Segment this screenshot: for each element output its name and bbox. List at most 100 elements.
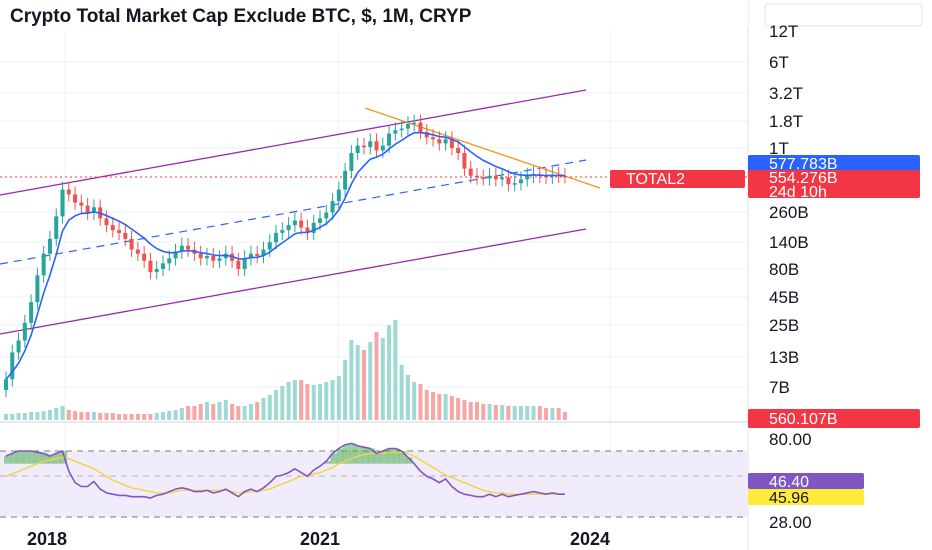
candle[interactable] — [286, 225, 291, 231]
candle[interactable] — [135, 249, 140, 254]
candle[interactable] — [198, 253, 203, 259]
candle[interactable] — [66, 189, 71, 195]
candle[interactable] — [230, 253, 235, 261]
candle[interactable] — [330, 201, 335, 213]
candle[interactable] — [4, 379, 8, 390]
candle[interactable] — [242, 258, 247, 269]
candle[interactable] — [123, 232, 128, 239]
candle[interactable] — [318, 218, 322, 223]
candle[interactable] — [110, 225, 115, 231]
candle[interactable] — [16, 340, 21, 353]
candle[interactable] — [305, 227, 310, 233]
candle[interactable] — [148, 260, 153, 273]
candle[interactable] — [562, 175, 567, 178]
price-axis[interactable]: 12T 6T 3.2T 1.8T 1T 260B 140B 80B 45B 25… — [769, 22, 809, 397]
volume-bar — [66, 410, 71, 420]
volume-bar — [418, 384, 423, 420]
candle[interactable] — [35, 275, 40, 303]
candle[interactable] — [299, 220, 304, 228]
candle[interactable] — [443, 139, 448, 144]
candle[interactable] — [418, 122, 423, 132]
candle[interactable] — [481, 177, 486, 180]
candle[interactable] — [54, 216, 59, 239]
candle[interactable] — [493, 175, 498, 180]
candle[interactable] — [343, 170, 348, 190]
volume-bar — [261, 398, 266, 420]
candle[interactable] — [449, 139, 454, 148]
candle[interactable] — [154, 269, 159, 273]
candle[interactable] — [349, 153, 354, 171]
candle[interactable] — [10, 352, 15, 380]
candle[interactable] — [405, 124, 410, 129]
candle[interactable] — [248, 253, 253, 259]
channel-lower-line[interactable] — [0, 228, 587, 335]
candle[interactable] — [387, 133, 392, 146]
candle[interactable] — [336, 189, 341, 202]
candle[interactable] — [292, 220, 297, 226]
candle[interactable] — [161, 263, 165, 269]
candle[interactable] — [236, 260, 241, 269]
candle[interactable] — [173, 251, 178, 259]
candle[interactable] — [393, 130, 398, 134]
candle[interactable] — [431, 137, 436, 140]
candle[interactable] — [85, 205, 90, 213]
candle[interactable] — [117, 230, 122, 233]
candle[interactable] — [79, 202, 84, 206]
candle[interactable] — [525, 175, 530, 180]
candle[interactable] — [324, 212, 329, 219]
volume-bar — [148, 414, 153, 420]
candle[interactable] — [104, 218, 109, 226]
channel-upper-line[interactable] — [0, 89, 587, 196]
candle[interactable] — [129, 238, 134, 250]
candle[interactable] — [368, 141, 373, 148]
candle[interactable] — [41, 253, 46, 276]
candle[interactable] — [468, 168, 473, 176]
candle[interactable] — [500, 177, 505, 180]
candle[interactable] — [211, 255, 216, 261]
candle[interactable] — [261, 249, 266, 256]
axis-settings-button[interactable] — [764, 3, 923, 27]
candle[interactable] — [217, 258, 222, 261]
candle[interactable] — [29, 302, 34, 323]
candle[interactable] — [399, 128, 404, 131]
candle[interactable] — [361, 145, 366, 148]
candle[interactable] — [280, 230, 285, 233]
volume-bar — [186, 406, 191, 420]
candle[interactable] — [73, 194, 78, 203]
candle[interactable] — [179, 245, 184, 252]
candle[interactable] — [311, 222, 316, 233]
candle[interactable] — [204, 255, 209, 259]
volume-bar — [280, 386, 285, 420]
candle[interactable] — [142, 253, 147, 261]
candle[interactable] — [462, 153, 467, 169]
descending-trendline[interactable] — [364, 107, 601, 189]
candles[interactable] — [4, 114, 567, 398]
rsi-ma-badge — [748, 489, 864, 505]
candle[interactable] — [487, 175, 492, 179]
candle[interactable] — [186, 245, 191, 250]
candle[interactable] — [506, 177, 511, 185]
candle[interactable] — [22, 322, 27, 341]
candle[interactable] — [374, 141, 379, 151]
candle[interactable] — [475, 175, 479, 178]
candle[interactable] — [456, 148, 461, 154]
candle[interactable] — [255, 253, 260, 256]
candle[interactable] — [60, 189, 65, 217]
candle[interactable] — [274, 232, 279, 243]
candle[interactable] — [412, 122, 417, 125]
candle[interactable] — [512, 183, 517, 185]
time-axis[interactable]: 2018 2021 2024 — [27, 529, 610, 549]
candle[interactable] — [544, 175, 549, 178]
candle[interactable] — [47, 238, 52, 254]
candle[interactable] — [267, 242, 272, 250]
candle[interactable] — [424, 131, 429, 138]
volume-bar — [211, 404, 216, 420]
price-tick: 80B — [769, 260, 799, 279]
candle[interactable] — [355, 145, 360, 154]
candle[interactable] — [437, 139, 442, 144]
candle[interactable] — [167, 258, 172, 264]
candle[interactable] — [91, 207, 96, 213]
candle[interactable] — [518, 179, 523, 184]
candle[interactable] — [380, 145, 385, 151]
